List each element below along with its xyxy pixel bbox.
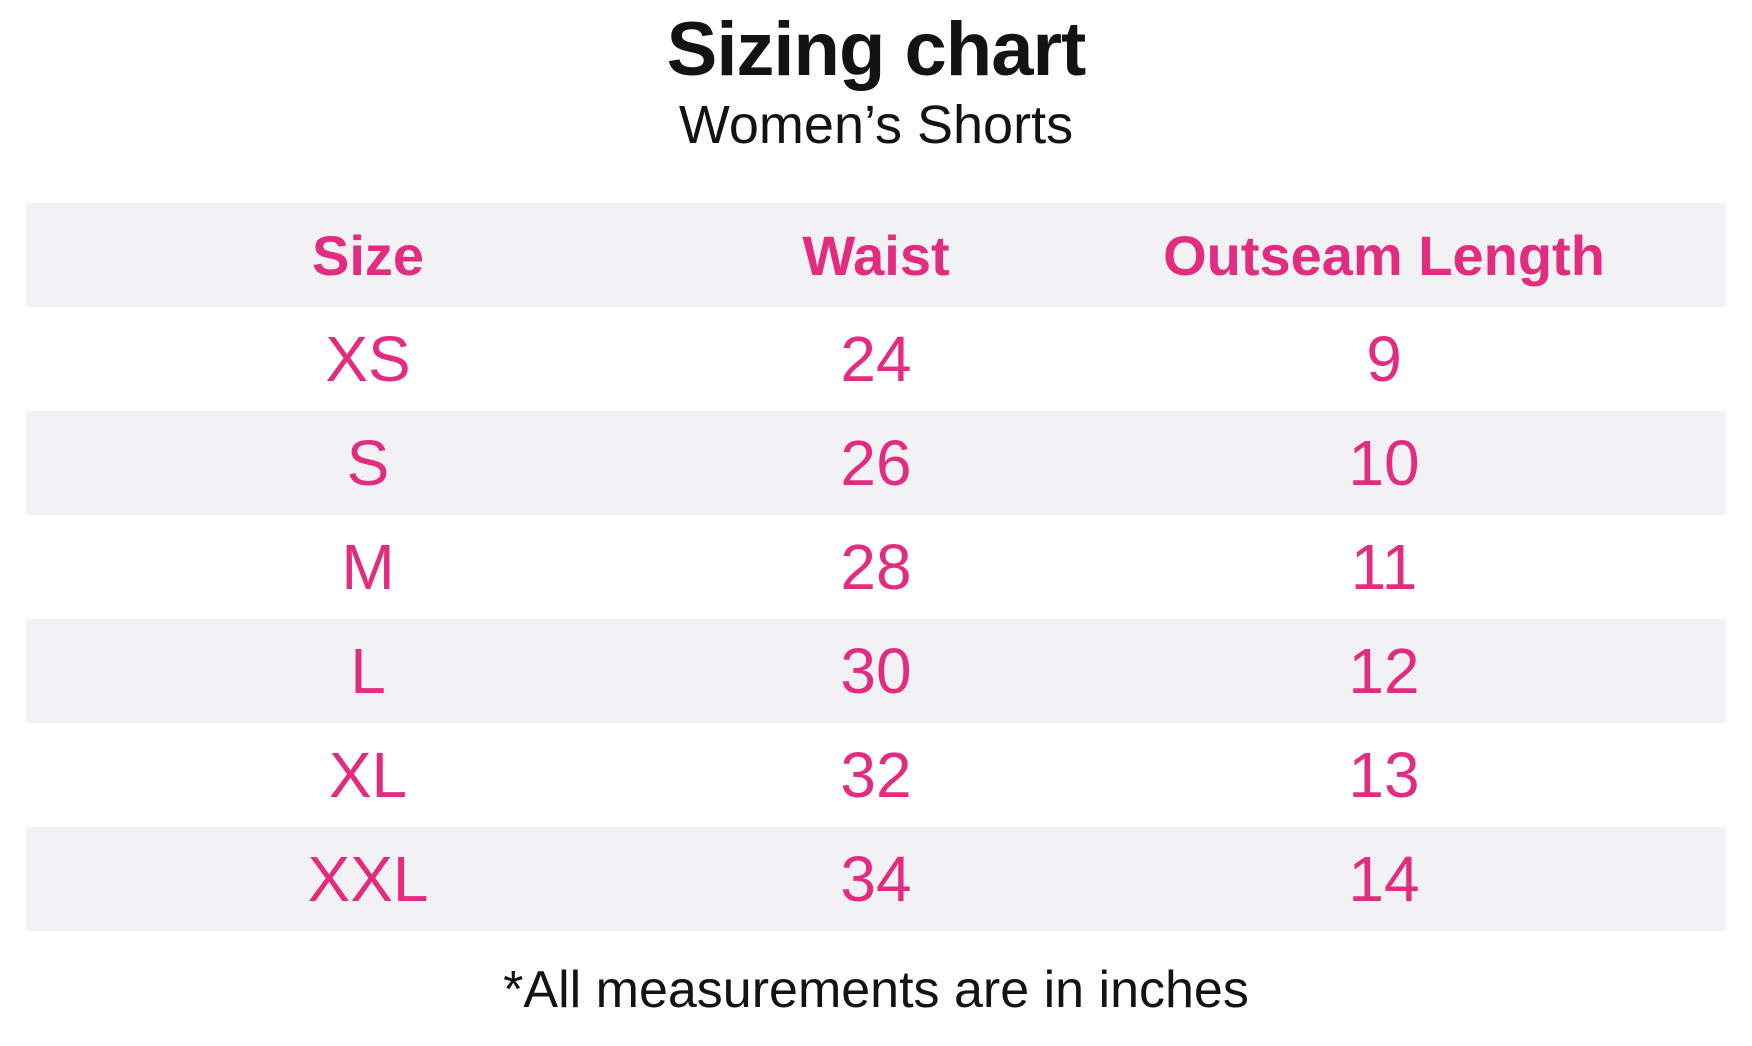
table-row: L 30 12: [26, 619, 1726, 723]
outseam-cell: 12: [1348, 635, 1420, 707]
waist-cell: 34: [840, 843, 912, 915]
table-row: M 28 11: [26, 515, 1726, 619]
measurements-footnote: *All measurements are in inches: [503, 961, 1249, 1019]
page-subtitle: Women’s Shorts: [678, 95, 1074, 155]
page-title: Sizing chart: [666, 7, 1087, 92]
outseam-cell: 10: [1348, 427, 1420, 499]
waist-cell: 26: [840, 427, 912, 499]
table-row: S 26 10: [26, 411, 1726, 515]
table-row: XL 32 13: [26, 723, 1726, 827]
outseam-cell: 11: [1350, 531, 1418, 603]
size-cell: S: [346, 427, 390, 499]
waist-cell: 28: [840, 531, 912, 603]
waist-cell: 32: [840, 739, 912, 811]
size-cell: XXL: [307, 843, 429, 915]
table-row: XS 24 9: [26, 307, 1726, 411]
waist-cell: 30: [840, 635, 912, 707]
column-header-waist: Waist: [802, 223, 950, 287]
column-header-outseam-length: Outseam Length: [1163, 223, 1605, 287]
sizing-table: Size Waist Outseam Length XS 24 9 S 26 10 M 28 1…: [26, 203, 1726, 931]
column-header-size: Size: [311, 223, 425, 287]
table-header-row: Size Waist Outseam Length: [26, 203, 1726, 307]
size-cell: L: [350, 635, 386, 707]
size-cell: XL: [328, 739, 408, 811]
table-body: XS 24 9 S 26 10 M 28 11 L 30 12 XL 32 13 XXL 34 14: [26, 307, 1726, 931]
outseam-cell: 9: [1366, 323, 1402, 395]
outseam-cell: 14: [1348, 843, 1420, 915]
size-cell: XS: [325, 323, 411, 395]
outseam-cell: 13: [1348, 739, 1420, 811]
table-row: XXL 34 14: [26, 827, 1726, 931]
waist-cell: 24: [840, 323, 912, 395]
size-cell: M: [341, 531, 395, 603]
